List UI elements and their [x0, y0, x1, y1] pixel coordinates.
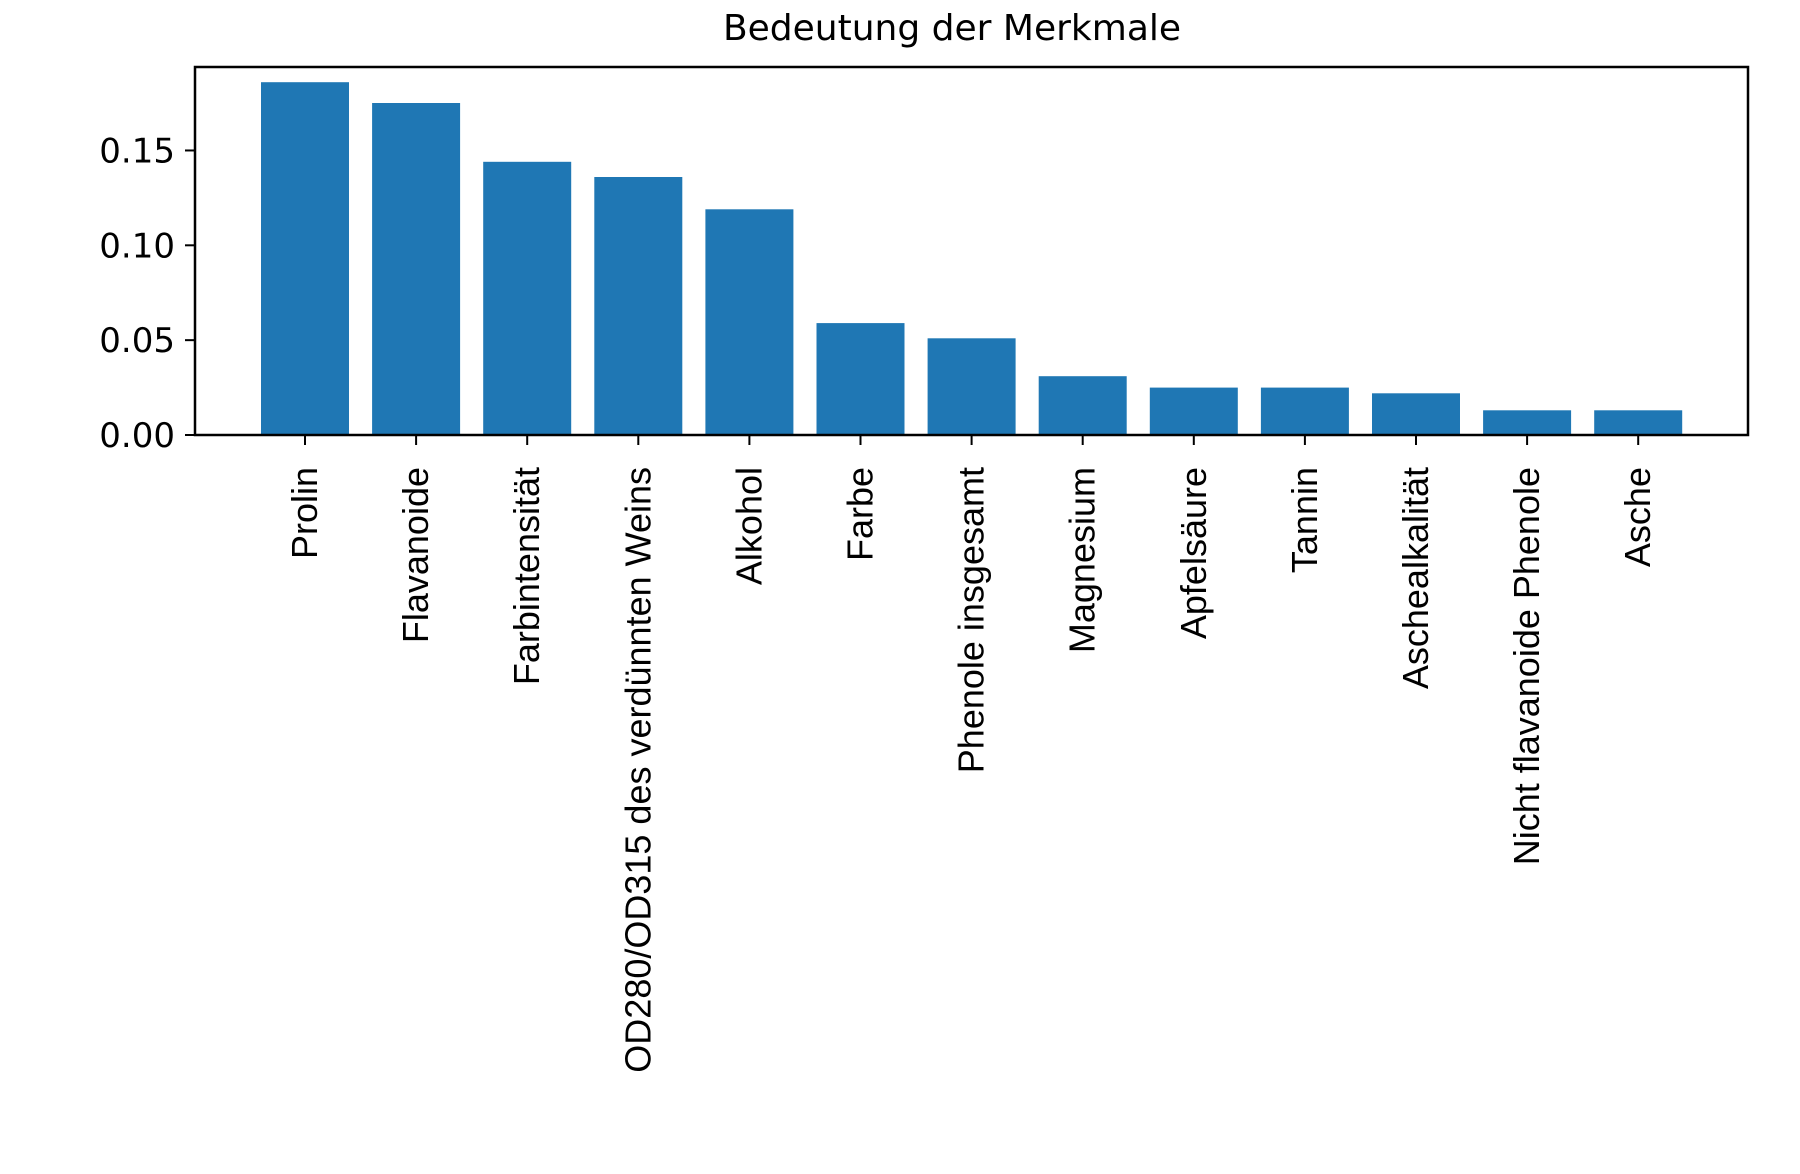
- x-tick-label-3: OD280/OD315 des verdünnten Weins: [617, 467, 658, 1073]
- bar-4: [705, 209, 794, 435]
- y-axis: 0.00 0.05 0.10 0.15: [99, 131, 195, 456]
- x-tick-label-6: Phenole insgesamt: [951, 467, 992, 773]
- x-axis: Prolin Flavanoide Farbintensität OD280/OD31…: [284, 435, 1658, 1073]
- bar-7: [1038, 376, 1127, 435]
- x-tick-label-5: Farbe: [840, 467, 881, 561]
- bar-1: [372, 103, 461, 435]
- x-tick-label-1: Flavanoide: [395, 467, 436, 643]
- x-tick-label-4: Alkohol: [728, 467, 769, 585]
- bar-2: [483, 161, 572, 436]
- bar-3: [594, 177, 683, 435]
- x-tick-label-0: Prolin: [284, 467, 325, 559]
- x-tick-label-9: Tannin: [1284, 467, 1325, 573]
- x-tick-label-2: Farbintensität: [506, 467, 547, 685]
- plot-frame: [193, 65, 1750, 437]
- bar-9: [1260, 387, 1349, 435]
- bar-8: [1149, 387, 1238, 435]
- x-tick-label-12: Asche: [1617, 467, 1658, 567]
- x-tick-label-10: Aschealkalität: [1395, 467, 1436, 689]
- x-tick-label-11: Nicht flavanoide Phenole: [1506, 467, 1547, 865]
- bar-5: [816, 323, 905, 435]
- bar-10: [1372, 393, 1460, 435]
- x-tick-label-8: Apfelsäure: [1173, 467, 1214, 639]
- y-tick-label-2: 0.10: [99, 226, 175, 266]
- x-tick-label-7: Magnesium: [1062, 467, 1103, 653]
- bars-layer: [261, 82, 1683, 436]
- chart-title: Bedeutung der Merkmale: [723, 8, 1181, 49]
- bar-11: [1483, 410, 1572, 435]
- y-tick-label-0: 0.00: [99, 416, 175, 456]
- bar-6: [927, 338, 1016, 435]
- bar-12: [1594, 410, 1683, 435]
- y-tick-label-1: 0.05: [99, 321, 175, 361]
- bar-0: [261, 82, 349, 435]
- y-tick-label-3: 0.15: [99, 131, 175, 171]
